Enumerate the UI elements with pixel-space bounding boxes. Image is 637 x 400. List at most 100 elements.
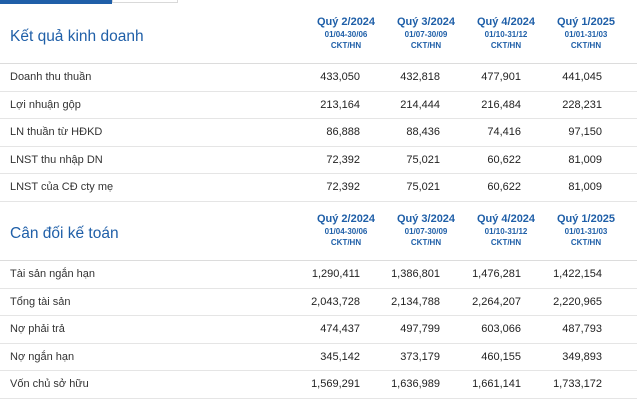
cell-value: 2,220,965 xyxy=(553,295,602,308)
cell-value: 216,484 xyxy=(481,98,521,111)
table-row: Doanh thu thuần 433,050 432,818 477,901 … xyxy=(0,64,637,92)
quarter-header: Quý 2/2024 01/04-30/06 CKT/HN xyxy=(309,16,383,51)
quarter-range: 01/01-31/03 xyxy=(564,227,608,236)
cell-value: 60,622 xyxy=(487,181,521,193)
cell-value: 72,392 xyxy=(326,153,360,166)
row-label: Tổng tài sản xyxy=(10,295,71,308)
tab-inactive[interactable] xyxy=(112,0,178,3)
cell-value: 228,231 xyxy=(562,98,602,111)
quarter-name: Quý 2/2024 xyxy=(316,16,376,28)
quarter-source: CKT/HN xyxy=(410,238,442,247)
quarter-range: 01/04-30/06 xyxy=(324,227,368,236)
tab-bar xyxy=(0,0,637,4)
income-header: Kết quả kinh doanh Quý 2/2024 01/04-30/0… xyxy=(0,8,637,64)
table-row: LNST của CĐ cty mẹ 72,392 75,021 60,622 … xyxy=(0,174,637,202)
cell-value: 72,392 xyxy=(326,181,360,193)
quarter-name: Quý 1/2025 xyxy=(556,213,616,225)
quarter-header: Quý 3/2024 01/07-30/09 CKT/HN xyxy=(389,213,463,248)
income-title[interactable]: Kết quả kinh doanh xyxy=(10,28,144,45)
quarter-name: Quý 3/2024 xyxy=(396,213,456,225)
cell-value: 1,636,989 xyxy=(391,378,440,390)
table-row: Nợ ngắn hạn 345,142 373,179 460,155 349,… xyxy=(0,344,637,371)
cell-value: 81,009 xyxy=(568,181,602,193)
cell-value: 75,021 xyxy=(406,181,440,193)
cell-value: 1,386,801 xyxy=(391,268,440,280)
row-label: Nợ phải trả xyxy=(10,323,65,335)
quarter-name: Quý 1/2025 xyxy=(556,16,616,28)
cell-value: 1,422,154 xyxy=(553,268,602,280)
quarter-header: Quý 1/2025 01/01-31/03 CKT/HN xyxy=(549,16,623,51)
quarter-source: CKT/HN xyxy=(570,238,602,247)
cell-value: 349,893 xyxy=(562,350,602,363)
quarter-range: 01/10-31/12 xyxy=(484,30,528,39)
cell-value: 373,179 xyxy=(400,350,440,363)
cell-value: 433,050 xyxy=(320,71,360,83)
quarter-header: Quý 4/2024 01/10-31/12 CKT/HN xyxy=(469,16,543,51)
quarter-name: Quý 4/2024 xyxy=(476,213,536,225)
table-row: Nợ phải trả 474,437 497,799 603,066 487,… xyxy=(0,316,637,344)
row-label: Lợi nhuận gộp xyxy=(10,98,81,111)
cell-value: 474,437 xyxy=(320,323,360,335)
cell-value: 487,793 xyxy=(562,323,602,335)
cell-value: 460,155 xyxy=(481,350,521,363)
quarter-source: CKT/HN xyxy=(490,41,522,50)
cell-value: 74,416 xyxy=(487,126,521,138)
cell-value: 2,264,207 xyxy=(472,295,521,308)
table-row: Tổng tài sản 2,043,728 2,134,788 2,264,2… xyxy=(0,289,637,316)
cell-value: 2,043,728 xyxy=(311,295,360,308)
quarter-range: 01/07-30/09 xyxy=(404,30,448,39)
cell-value: 1,290,411 xyxy=(311,268,360,280)
table-row: LNST thu nhập DN 72,392 75,021 60,622 81… xyxy=(0,147,637,174)
cell-value: 441,045 xyxy=(562,71,602,83)
quarter-header: Quý 2/2024 01/04-30/06 CKT/HN xyxy=(309,213,383,248)
quarter-header: Quý 1/2025 01/01-31/03 CKT/HN xyxy=(549,213,623,248)
quarter-name: Quý 2/2024 xyxy=(316,213,376,225)
cell-value: 477,901 xyxy=(481,71,521,83)
row-label: LNST thu nhập DN xyxy=(10,153,103,166)
table-row: LN thuần từ HĐKD 86,888 88,436 74,416 97… xyxy=(0,119,637,147)
quarter-source: CKT/HN xyxy=(410,41,442,50)
quarter-range: 01/07-30/09 xyxy=(404,227,448,236)
row-label: LN thuần từ HĐKD xyxy=(10,126,103,138)
balance-title[interactable]: Cân đối kế toán xyxy=(10,225,119,242)
tab-active[interactable] xyxy=(0,0,112,4)
quarter-source: CKT/HN xyxy=(330,41,362,50)
quarter-range: 01/01-31/03 xyxy=(564,30,608,39)
cell-value: 86,888 xyxy=(326,126,360,138)
table-row: Vốn chủ sở hữu 1,569,291 1,636,989 1,661… xyxy=(0,371,637,399)
row-label: Doanh thu thuần xyxy=(10,71,92,83)
cell-value: 1,569,291 xyxy=(311,378,360,390)
quarter-range: 01/10-31/12 xyxy=(484,227,528,236)
balance-header: Cân đối kế toán Quý 2/2024 01/04-30/06 C… xyxy=(0,205,637,261)
cell-value: 88,436 xyxy=(406,126,440,138)
balance-sheet-section: Cân đối kế toán Quý 2/2024 01/04-30/06 C… xyxy=(0,205,637,399)
quarter-source: CKT/HN xyxy=(330,238,362,247)
cell-value: 97,150 xyxy=(568,126,602,138)
cell-value: 81,009 xyxy=(568,153,602,166)
cell-value: 213,164 xyxy=(320,98,360,111)
table-row: Tài sản ngắn hạn 1,290,411 1,386,801 1,4… xyxy=(0,261,637,289)
cell-value: 2,134,788 xyxy=(391,295,440,308)
quarter-source: CKT/HN xyxy=(490,238,522,247)
cell-value: 60,622 xyxy=(487,153,521,166)
quarter-header: Quý 3/2024 01/07-30/09 CKT/HN xyxy=(389,16,463,51)
cell-value: 1,733,172 xyxy=(553,378,602,390)
cell-value: 603,066 xyxy=(481,323,521,335)
row-label: Nợ ngắn hạn xyxy=(10,350,75,363)
cell-value: 214,444 xyxy=(400,98,440,111)
cell-value: 1,661,141 xyxy=(472,378,521,390)
quarter-name: Quý 3/2024 xyxy=(396,16,456,28)
table-row: Lợi nhuận gộp 213,164 214,444 216,484 22… xyxy=(0,92,637,119)
cell-value: 345,142 xyxy=(320,350,360,363)
cell-value: 75,021 xyxy=(406,153,440,166)
row-label: LNST của CĐ cty mẹ xyxy=(10,181,114,193)
quarter-source: CKT/HN xyxy=(570,41,602,50)
cell-value: 497,799 xyxy=(400,323,440,335)
cell-value: 1,476,281 xyxy=(472,268,521,280)
income-statement-section: Kết quả kinh doanh Quý 2/2024 01/04-30/0… xyxy=(0,8,637,202)
cell-value: 432,818 xyxy=(400,71,440,83)
quarter-range: 01/04-30/06 xyxy=(324,30,368,39)
quarter-name: Quý 4/2024 xyxy=(476,16,536,28)
row-label: Tài sản ngắn hạn xyxy=(10,268,96,280)
row-label: Vốn chủ sở hữu xyxy=(10,378,89,390)
